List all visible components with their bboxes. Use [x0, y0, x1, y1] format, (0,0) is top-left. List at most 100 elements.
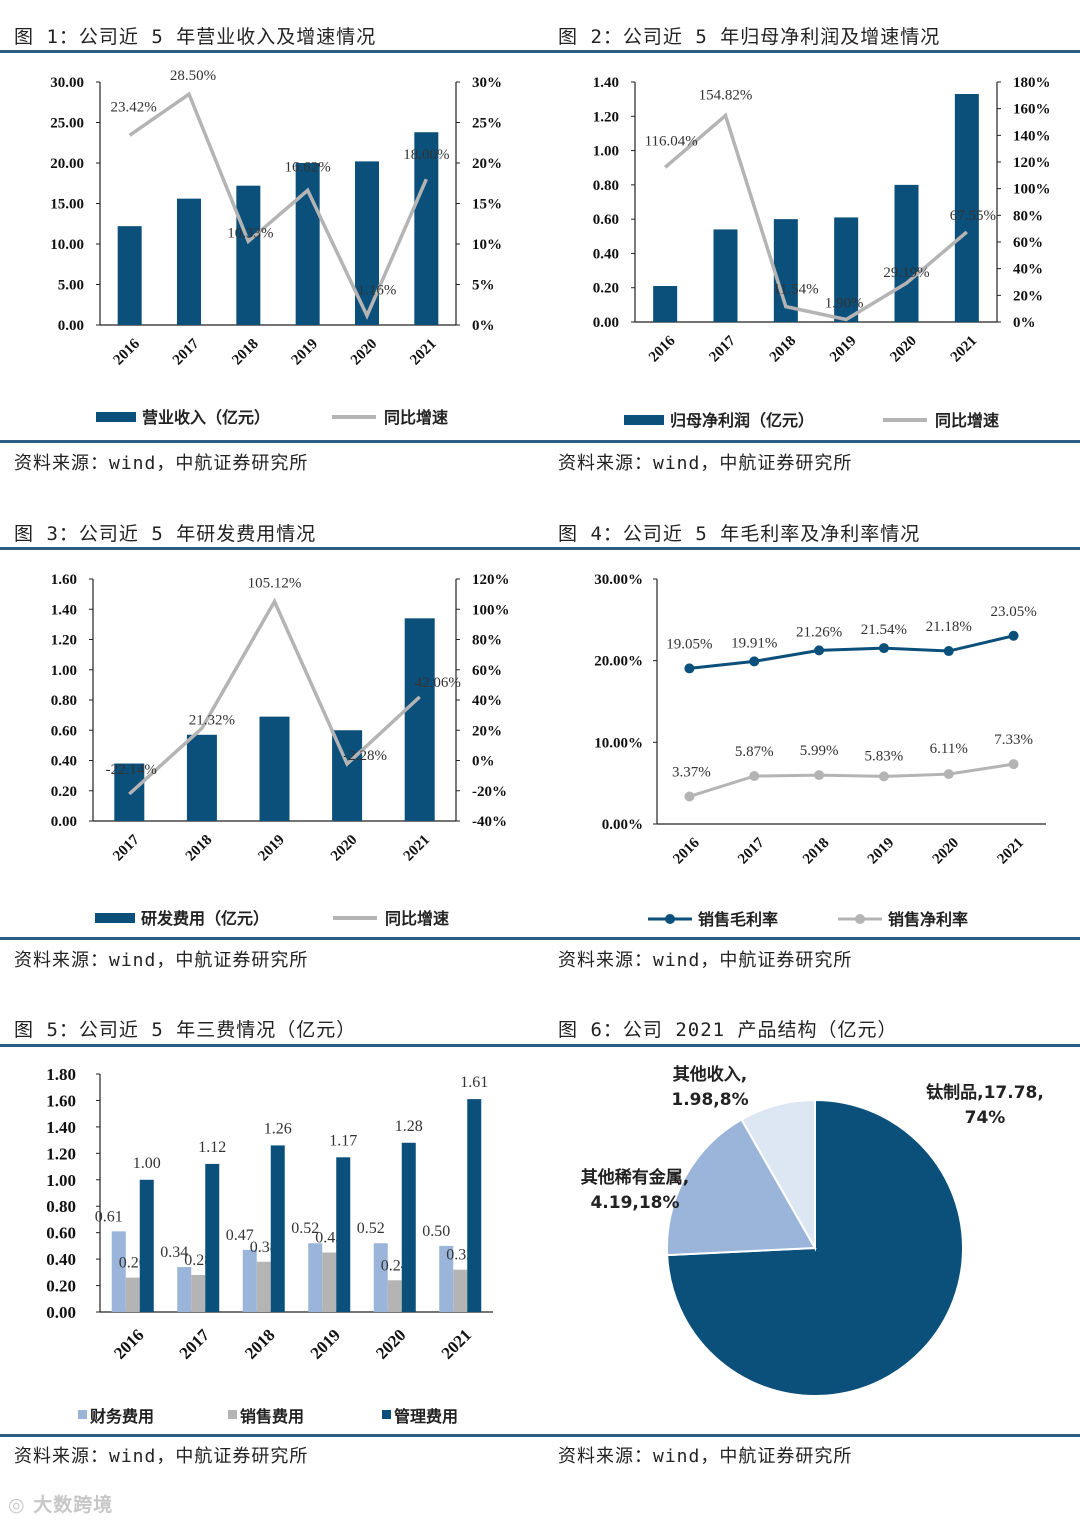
- bar-管理费用-2017: [205, 1163, 220, 1312]
- x-tick-label: 2018: [800, 835, 833, 868]
- growth-label: 10.33%: [227, 225, 273, 241]
- y-tick-label: 0.60: [46, 1224, 76, 1243]
- pie-slice-其他收入: [740, 1098, 816, 1252]
- growth-label: -2.28%: [343, 748, 387, 764]
- y-tick-label-right: 180%: [1013, 75, 1051, 91]
- series-line-2: [688, 762, 1014, 798]
- series-point: [1008, 759, 1019, 770]
- bar-2021: [954, 94, 979, 322]
- y-tick-label-left: 1.20: [593, 109, 619, 125]
- growth-label: 116.04%: [645, 133, 698, 149]
- legend-marker: [665, 914, 675, 924]
- x-tick-label: 2019: [289, 336, 322, 369]
- y-tick-label-left: 0.20: [51, 784, 77, 800]
- series-point: [684, 663, 695, 674]
- series-point: [749, 771, 760, 782]
- growth-label: 67.55%: [950, 208, 996, 224]
- rule-top-1: [0, 50, 1080, 53]
- source-note-2: 资料来源：wind，中航证券研究所: [558, 453, 853, 474]
- y-tick-label-left: 30.00: [50, 75, 84, 91]
- source-note-1: 资料来源：wind，中航证券研究所: [14, 453, 309, 474]
- series-value-label: 21.26%: [796, 624, 842, 640]
- x-tick-label: 2016: [670, 835, 703, 868]
- legend-bar-swatch: [95, 913, 135, 923]
- series-value-label: 5.87%: [735, 744, 774, 760]
- y-tick-label-right: 60%: [1013, 235, 1043, 251]
- bar-value-label: 1.17: [329, 1132, 357, 1149]
- y-tick-label-left: 0.00: [51, 814, 77, 830]
- growth-label: 1.16%: [358, 283, 397, 299]
- x-tick-label: 2021: [407, 336, 440, 369]
- y-tick-label: 1.40: [46, 1118, 76, 1137]
- legend-line-label: 同比增速: [384, 408, 448, 427]
- x-tick-label: 2020: [887, 333, 920, 366]
- x-tick-label: 2017: [176, 1325, 214, 1363]
- chart5-title: 图 5：公司近 5 年三费情况（亿元）: [14, 1019, 357, 1041]
- legend-swatch: [78, 1410, 87, 1419]
- y-tick-label-right: 10%: [472, 237, 502, 253]
- y-tick-label-right: 120%: [1013, 155, 1051, 171]
- y-tick-label-right: 160%: [1013, 102, 1051, 118]
- growth-label: 21.32%: [189, 712, 235, 728]
- y-tick-label-right: 0%: [1013, 315, 1036, 331]
- chart2-title: 图 2：公司近 5 年归母净利润及增速情况: [558, 26, 941, 48]
- chart1-revenue: 0.00 5.00 10.00 15.00 20.00 25.00 30.00 0% 5% 10%…: [50, 68, 502, 427]
- x-tick-label: 2017: [706, 333, 739, 366]
- y-tick-label-right: 5%: [472, 278, 495, 294]
- y-tick-label-left: 5.00: [58, 278, 84, 294]
- series-point: [943, 769, 954, 780]
- series-value-label: 6.11%: [930, 741, 968, 757]
- series-value-label: 5.83%: [865, 748, 904, 764]
- bar-财务费用-2016: [111, 1231, 126, 1312]
- growth-label: 16.62%: [285, 159, 331, 175]
- y-tick-label-left: 0.40: [51, 754, 77, 770]
- bar-value-label: 0.52: [357, 1220, 385, 1237]
- bar-value-label: 0.50: [422, 1223, 450, 1240]
- x-tick-label: 2017: [110, 832, 143, 865]
- y-tick-label-left: 1.20: [51, 633, 77, 649]
- x-tick-label: 2019: [827, 333, 860, 366]
- bar-财务费用-2020: [373, 1243, 388, 1312]
- source-note-6: 资料来源：wind，中航证券研究所: [558, 1446, 853, 1467]
- y-tick-label: 1.80: [46, 1065, 76, 1084]
- bar-销售费用-2020: [387, 1280, 402, 1312]
- series-value-label: 19.91%: [731, 635, 777, 651]
- watermark-text: 大数跨境: [33, 1494, 114, 1516]
- growth-label: 11.54%: [773, 282, 819, 298]
- bar-value-label: 0.61: [95, 1208, 123, 1225]
- chart6-title: 图 6：公司 2021 产品结构（亿元）: [558, 1019, 898, 1041]
- y-tick-label-right: -40%: [472, 814, 507, 830]
- chart4-margins: 0.00% 10.00% 20.00% 30.00% 2016 2017 2018 2019 2…: [594, 572, 1046, 929]
- legend-bar-label: 归母净利润（亿元）: [670, 411, 814, 430]
- y-tick-label-left: 1.40: [51, 602, 77, 618]
- legend-swatch: [382, 1410, 391, 1419]
- growth-label: 42.06%: [415, 675, 461, 691]
- series-point: [749, 656, 760, 667]
- rule-bottom-2: [0, 937, 1080, 940]
- series-point: [943, 646, 954, 657]
- x-tick-label: 2021: [948, 333, 981, 366]
- y-tick-label-left: 0.00: [593, 315, 619, 331]
- x-tick-label: 2018: [229, 336, 262, 369]
- y-tick-label-right: 80%: [1013, 208, 1043, 224]
- source-note-4: 资料来源：wind，中航证券研究所: [558, 950, 853, 971]
- x-tick-label: 2016: [111, 336, 144, 369]
- series-value-label: 5.99%: [800, 743, 839, 759]
- growth-label: 18.00%: [403, 147, 449, 163]
- bar-value-label: 1.12: [198, 1139, 226, 1156]
- y-tick-label-left: 0.40: [593, 246, 619, 262]
- chart1-title: 图 1：公司近 5 年营业收入及增速情况: [14, 26, 377, 48]
- y-tick-label-right: 20%: [472, 156, 502, 172]
- series-value-label: 23.05%: [990, 604, 1036, 620]
- bar-销售费用-2021: [453, 1269, 468, 1312]
- y-tick-label-left: 10.00: [50, 237, 84, 253]
- series-value-label: 21.54%: [861, 622, 907, 638]
- bar-2016: [117, 226, 142, 325]
- y-tick-label: 1.60: [46, 1091, 76, 1110]
- bar-2021: [404, 618, 435, 821]
- y-tick-label-right: 20%: [1013, 288, 1043, 304]
- bar-2018: [236, 185, 261, 325]
- chart6-product-pie: 钛制品,17.78, 74% 其他稀有金属, 4.19,18% 其他收入, 1.98,8%: [581, 1064, 1044, 1397]
- legend-label: 管理费用: [394, 1407, 458, 1426]
- y-tick-label-left: 1.00: [51, 663, 77, 679]
